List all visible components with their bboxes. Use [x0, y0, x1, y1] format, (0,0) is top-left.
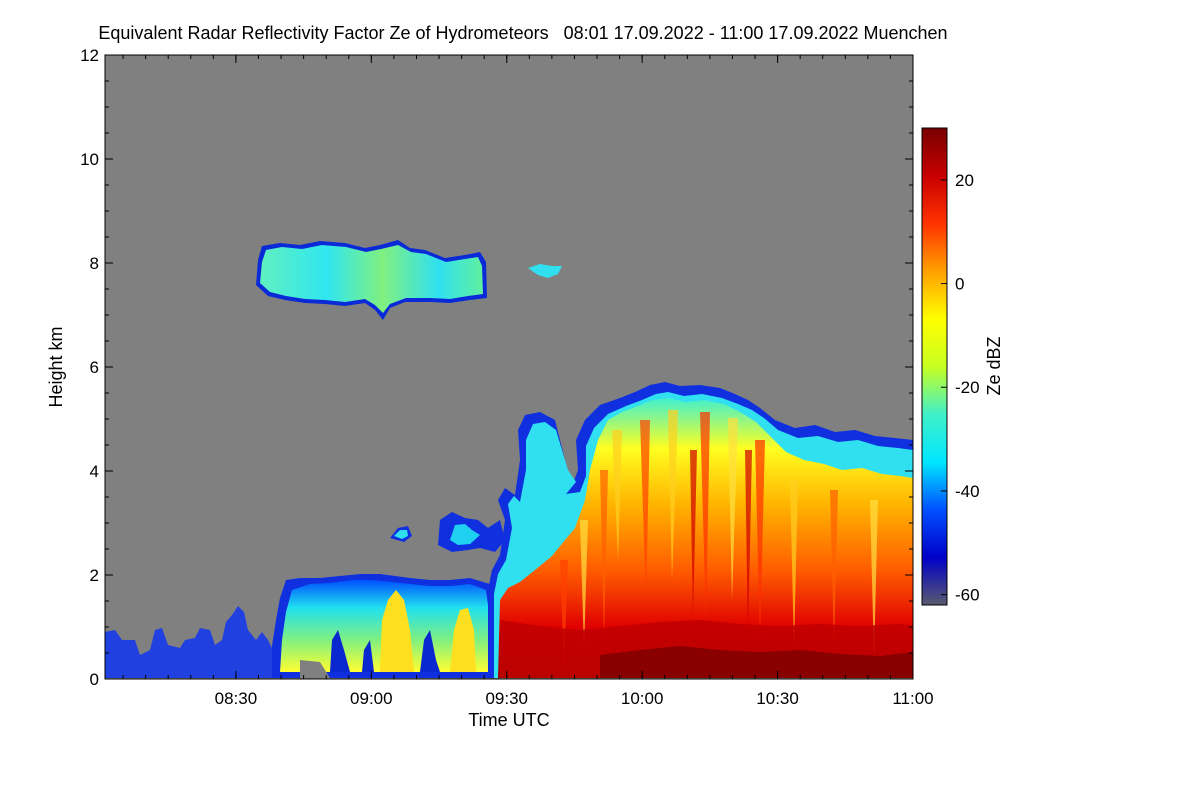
echo-cirrus	[260, 245, 483, 313]
x-tick-label-3: 10:00	[621, 689, 664, 708]
echo-low-mid-gaps	[330, 630, 440, 672]
colorbar-fill	[922, 128, 947, 605]
echo-small-patch	[528, 264, 562, 278]
x-axis-title: Time UTC	[468, 710, 549, 730]
y-tick-label-6: 12	[80, 46, 99, 65]
x-tick-label-0: 08:30	[215, 689, 258, 708]
y-axis-title: Height km	[46, 326, 66, 407]
y-tick-label-5: 10	[80, 150, 99, 169]
x-tick-label-1: 09:00	[350, 689, 393, 708]
echo-surface-darkest	[600, 646, 913, 678]
echo-blob-a-core	[394, 530, 408, 539]
echo-field	[105, 240, 913, 678]
colorbar-tick-label-1: 0	[955, 275, 964, 294]
echo-low-mid-topgap	[300, 660, 330, 678]
x-tick-label-2: 09:30	[485, 689, 528, 708]
echo-low-left-clutter	[105, 606, 272, 678]
y-axis: 0 2 4 6 8 10 12	[80, 46, 913, 689]
colorbar-frame	[921, 127, 948, 606]
echo-streaks	[560, 410, 878, 670]
x-tick-label-4: 10:30	[756, 689, 799, 708]
colorbar-tick-label-4: -60	[955, 586, 980, 605]
y-tick-label-3: 6	[90, 358, 99, 377]
colorbar-tick-label-0: 20	[955, 171, 974, 190]
echo-blob-b-core	[450, 524, 480, 545]
colorbar: 20 0 -20 -40 -60 Ze dBZ	[921, 127, 1004, 606]
x-axis: 08:30 09:00 09:30 10:00 10:30 11:00	[122, 55, 934, 708]
y-tick-label-0: 0	[90, 670, 99, 689]
colorbar-tick-label-3: -40	[955, 482, 980, 501]
colorbar-ticks: 20 0 -20 -40 -60	[941, 171, 980, 605]
x-tick-label-5: 11:00	[892, 689, 933, 708]
y-tick-label-1: 2	[90, 566, 99, 585]
colorbar-tick-label-2: -20	[955, 378, 980, 397]
colorbar-title: Ze dBZ	[984, 336, 1004, 395]
y-tick-label-2: 4	[90, 462, 99, 481]
echo-low-mid-core	[380, 590, 476, 672]
chart-title: Equivalent Radar Reflectivity Factor Ze …	[98, 23, 947, 43]
y-tick-label-4: 8	[90, 254, 99, 273]
